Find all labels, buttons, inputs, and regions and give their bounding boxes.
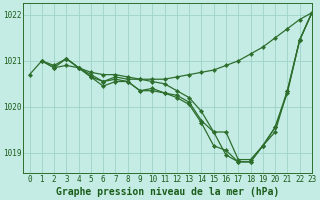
X-axis label: Graphe pression niveau de la mer (hPa): Graphe pression niveau de la mer (hPa) — [56, 186, 279, 197]
